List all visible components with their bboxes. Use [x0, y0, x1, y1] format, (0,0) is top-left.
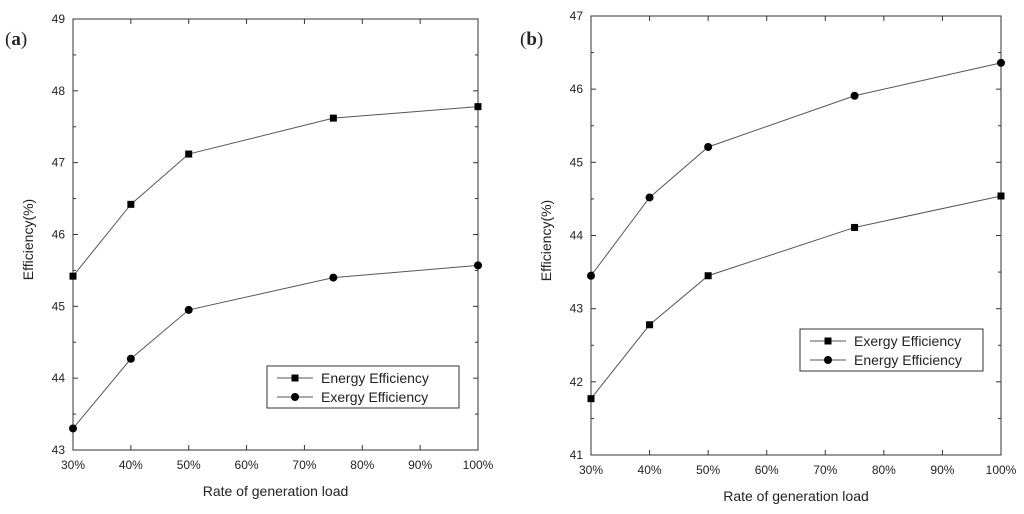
- series-energy-efficiency: [69, 103, 482, 280]
- data-point: [185, 150, 193, 158]
- data-point: [851, 223, 859, 231]
- plot-frame: [590, 15, 1002, 456]
- chart-panel-a: (a) 43 44 45 46 47 48 49 30% 40% 50% 60% 70% 80% 90% 10…: [5, 12, 494, 499]
- series-energy-efficiency: [587, 58, 1005, 280]
- y-axis-label: Efficiency(%): [20, 199, 36, 280]
- y-tick-label: 41: [570, 448, 584, 462]
- x-tick-label: 30%: [579, 463, 603, 477]
- y-tick-label: 45: [52, 299, 66, 313]
- data-point: [850, 91, 859, 100]
- y-tick-label: 44: [52, 371, 66, 385]
- data-point: [184, 305, 193, 314]
- x-tick-label: 50%: [696, 463, 720, 477]
- y-tick-label: 48: [52, 84, 66, 98]
- data-point: [997, 192, 1005, 200]
- legend-box: [266, 365, 460, 409]
- x-tick-label: 60%: [235, 458, 259, 472]
- data-point: [127, 200, 135, 208]
- x-tick-label: 50%: [177, 458, 201, 472]
- data-point: [997, 58, 1005, 67]
- y-tick-label: 46: [52, 228, 66, 242]
- x-tick-label: 80%: [872, 463, 896, 477]
- x-tick-label: 70%: [813, 463, 837, 477]
- data-point: [587, 395, 595, 403]
- legend: Exergy Efficiency Energy Efficiency: [799, 328, 984, 372]
- x-tick-label: 30%: [61, 458, 85, 472]
- x-tick-label: 40%: [119, 458, 143, 472]
- series-line: [590, 62, 1002, 277]
- x-tick-label: 90%: [408, 458, 432, 472]
- legend-marker: [824, 356, 832, 364]
- y-tick-label: 47: [52, 156, 66, 170]
- x-tick-label: 80%: [350, 458, 374, 472]
- data-point: [645, 193, 654, 202]
- x-tick-label: 40%: [638, 463, 662, 477]
- y-tick-label: 43: [570, 302, 584, 316]
- legend-label: Exergy Efficiency: [321, 389, 428, 405]
- y-tick-label: 49: [52, 12, 66, 26]
- x-axis-label: Rate of generation load: [723, 488, 869, 504]
- legend-label: Exergy Efficiency: [854, 333, 961, 349]
- legend-marker: [291, 393, 299, 401]
- data-point: [126, 354, 135, 363]
- data-point: [646, 321, 654, 329]
- x-tick-label: 60%: [755, 463, 779, 477]
- data-point: [474, 103, 482, 111]
- data-point: [329, 273, 338, 282]
- y-tick-label: 42: [570, 375, 584, 389]
- y-tick-label: 43: [52, 443, 66, 457]
- data-point: [69, 424, 77, 433]
- data-point: [69, 272, 77, 280]
- x-tick-label: 90%: [930, 463, 954, 477]
- legend-label: Energy Efficiency: [321, 370, 429, 386]
- legend-marker: [291, 374, 299, 382]
- legend: Energy Efficiency Exergy Efficiency: [266, 365, 460, 409]
- series-exergy-efficiency: [587, 192, 1005, 403]
- panel-label: (a): [5, 29, 27, 50]
- y-axis-label: Efficiency(%): [538, 200, 554, 281]
- x-tick-label: 70%: [292, 458, 316, 472]
- legend-marker: [824, 337, 832, 345]
- legend-label: Energy Efficiency: [854, 352, 962, 368]
- x-tick-label: 100%: [463, 458, 494, 472]
- series-exergy-efficiency: [69, 261, 482, 433]
- panel-label: (b): [520, 29, 543, 50]
- data-point: [704, 272, 712, 280]
- legend-box: [799, 328, 984, 372]
- y-tick-label: 45: [570, 155, 584, 169]
- x-axis-label: Rate of generation load: [203, 483, 349, 499]
- data-point: [474, 261, 482, 270]
- y-tick-label: 46: [570, 82, 584, 96]
- chart-panel-b: (b) 41 42 43 44 45 46 47 30% 40% 50% 60% 70% 80% 90% 10…: [520, 9, 1017, 504]
- y-tick-label: 44: [570, 229, 584, 243]
- y-tick-label: 47: [570, 9, 584, 23]
- data-point: [704, 142, 713, 151]
- data-point: [329, 114, 337, 122]
- x-tick-label: 100%: [986, 463, 1017, 477]
- series-line: [72, 106, 479, 277]
- data-point: [587, 271, 595, 280]
